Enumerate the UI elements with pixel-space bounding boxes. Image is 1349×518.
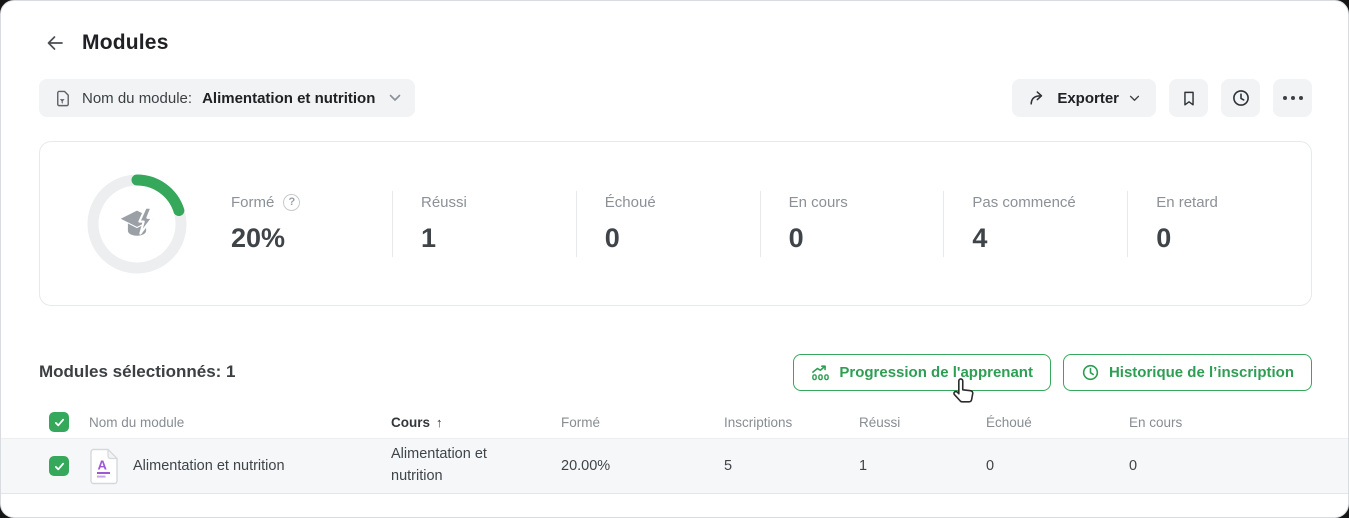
- export-button[interactable]: Exporter: [1012, 79, 1156, 117]
- column-header-course-label: Cours: [391, 414, 431, 430]
- stat-passed: Réussi 1: [393, 194, 576, 254]
- stat-label: En cours: [788, 193, 848, 211]
- sort-ascending-icon: ↑: [436, 414, 443, 430]
- column-header-passed[interactable]: Réussi: [859, 414, 901, 430]
- clock-icon: [1082, 364, 1099, 381]
- divider: [1127, 190, 1129, 257]
- divider: [759, 190, 761, 257]
- column-header-trained[interactable]: Formé: [561, 414, 601, 430]
- stat-not-started: Pas commencé 4: [944, 194, 1127, 254]
- table-row[interactable]: A Alimentation et nutrition Alimentation…: [1, 438, 1348, 494]
- bookmark-icon: [1183, 91, 1194, 106]
- stat-label: Réussi: [421, 193, 467, 211]
- page-title: Modules: [82, 31, 169, 54]
- chevron-down-icon: [390, 94, 401, 101]
- enrollment-history-label: Historique de l’inscription: [1108, 364, 1294, 381]
- stat-value: 0: [788, 222, 804, 253]
- history-button[interactable]: [1221, 79, 1260, 117]
- checkmark-icon: [54, 462, 64, 470]
- help-icon[interactable]: ?: [283, 193, 301, 211]
- divider: [943, 190, 945, 257]
- module-filter-chip[interactable]: Nom du module: Alimentation et nutrition: [39, 79, 416, 117]
- in-progress-count: 0: [1129, 458, 1138, 474]
- page-header: Modules: [43, 31, 169, 55]
- graduation-cap-icon: [120, 206, 154, 236]
- enrollments-count: 5: [724, 458, 733, 474]
- module-name[interactable]: Alimentation et nutrition: [133, 458, 285, 474]
- filter-value: Alimentation et nutrition: [202, 89, 376, 107]
- stat-trained: Formé ? 20%: [231, 193, 392, 254]
- selected-modules-count: Modules sélectionnés: 1: [39, 362, 236, 381]
- trained-progress-ring: [87, 174, 187, 274]
- select-all-checkbox[interactable]: [49, 412, 69, 432]
- analytics-chart-icon: [812, 365, 830, 381]
- column-header-course[interactable]: Cours ↑: [391, 415, 561, 430]
- stat-label: Échoué: [604, 193, 656, 211]
- divider: [392, 190, 393, 257]
- arrow-left-icon: [47, 36, 63, 50]
- checkmark-icon: [54, 418, 64, 426]
- passed-count: 1: [859, 458, 868, 474]
- stat-overdue: En retard 0: [1128, 194, 1311, 254]
- clock-icon: [1232, 90, 1249, 106]
- column-header-failed[interactable]: Échoué: [986, 414, 1032, 430]
- chevron-down-icon: [1129, 95, 1140, 101]
- module-document-icon: A: [90, 448, 118, 484]
- stat-value: 0: [1156, 222, 1172, 253]
- trained-percent: 20.00%: [561, 458, 611, 474]
- file-filter-icon: [57, 90, 69, 106]
- stat-value: 4: [972, 222, 988, 253]
- course-name: Alimentation et nutrition: [391, 446, 487, 484]
- stat-value: 0: [604, 222, 620, 253]
- svg-text:A: A: [98, 457, 108, 472]
- stat-label: En retard: [1156, 193, 1218, 211]
- filter-label: Nom du module:: [82, 89, 193, 107]
- learner-progress-label: Progression de l'apprenant: [839, 364, 1033, 381]
- column-header-enrollments[interactable]: Inscriptions: [724, 414, 793, 430]
- bookmark-button[interactable]: [1169, 79, 1208, 117]
- stat-value: 1: [421, 222, 437, 253]
- learner-progress-button[interactable]: Progression de l'apprenant: [793, 354, 1051, 391]
- table-header-row: Nom du module Cours ↑ Formé Inscriptions…: [1, 406, 1348, 438]
- stat-failed: Échoué 0: [577, 194, 760, 254]
- enrollment-history-button[interactable]: Historique de l’inscription: [1062, 354, 1312, 391]
- more-dots-icon: [1282, 96, 1303, 100]
- divider: [575, 190, 577, 257]
- table-actions: Progression de l'apprenant Historique de…: [793, 354, 1312, 391]
- stat-in-progress: En cours 0: [761, 194, 944, 254]
- share-export-icon: [1030, 91, 1043, 105]
- row-checkbox[interactable]: [49, 456, 69, 476]
- column-header-in-progress[interactable]: En cours: [1129, 414, 1183, 430]
- stats-summary-card: Formé ? 20% Réussi 1 Échoué 0 En cours 0…: [39, 141, 1312, 306]
- stat-trained-value: 20%: [231, 222, 286, 253]
- more-options-button[interactable]: [1273, 79, 1312, 117]
- failed-count: 0: [986, 458, 995, 474]
- column-header-module[interactable]: Nom du module: [89, 414, 185, 430]
- stat-trained-label: Formé: [231, 193, 275, 211]
- export-button-label: Exporter: [1057, 89, 1119, 107]
- back-button[interactable]: [43, 31, 67, 55]
- stat-label: Pas commencé: [972, 193, 1076, 211]
- toolbar: Exporter: [1012, 79, 1312, 117]
